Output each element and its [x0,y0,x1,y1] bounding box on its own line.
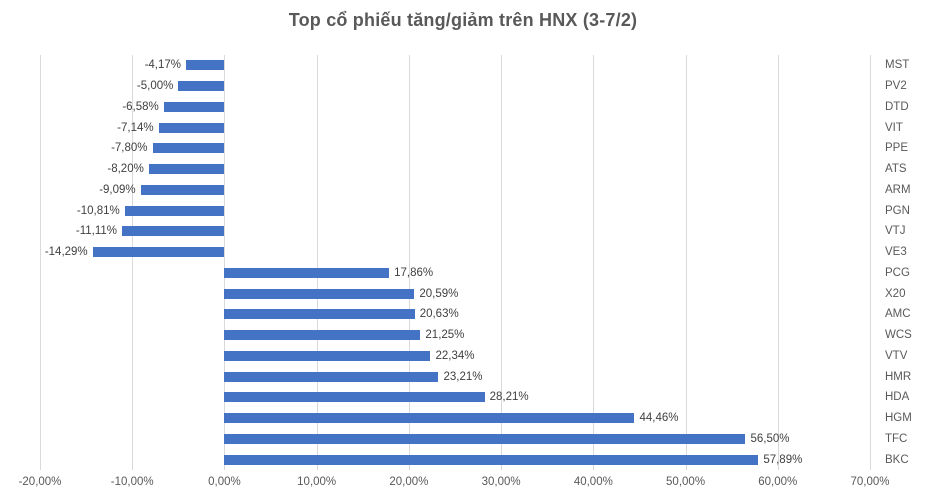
category-label-VTV: VTV [885,349,908,362]
value-label: -5,00% [136,80,174,93]
value-label: -10,81% [76,204,120,217]
bar-PGN [124,205,225,216]
value-label: -11,11% [75,225,117,238]
category-label-PV2: PV2 [885,80,907,93]
category-label-DTD: DTD [885,100,909,113]
gridline [40,55,41,470]
category-label-ARM: ARM [885,183,911,196]
category-label-X20: X20 [885,287,906,300]
gridline [501,55,503,470]
bar-HMR [224,371,439,382]
bar-MST [185,60,225,71]
gridline [132,55,134,470]
category-label-ATS: ATS [885,163,907,176]
value-label: 20,63% [419,308,459,321]
x-tick-label: -20,00% [18,476,62,488]
value-label: -9,09% [99,183,136,196]
gridline [593,55,595,470]
x-tick-label: 40,00% [573,476,613,488]
chart-title: Top cổ phiếu tăng/giảm trên HNX (3-7/2) [288,10,638,30]
gridline [685,55,687,470]
x-tick-label: 20,00% [389,476,429,488]
category-label-WCS: WCS [885,329,912,342]
value-label: 23,21% [443,370,483,383]
bar-PV2 [178,81,225,92]
gridline [870,55,871,470]
bar-WCS [224,330,421,341]
gridline [777,55,779,470]
value-label: 22,34% [435,349,475,362]
category-label-HDA: HDA [885,391,910,404]
x-tick-label: 0,00% [208,476,241,488]
bar-HDA [224,392,485,403]
bar-HGM [224,413,635,424]
bar-X20 [224,288,415,299]
value-label: 17,86% [394,266,434,279]
value-label: -6,58% [122,100,159,113]
value-label: -4,17% [144,59,181,72]
bar-BKC [224,454,759,465]
bar-VTV [224,350,431,361]
gridline [316,55,318,470]
category-label-PCG: PCG [885,266,910,279]
bar-ARM [140,184,225,195]
value-label: 56,50% [750,432,790,445]
x-tick-label: 10,00% [297,476,337,488]
bar-PPE [152,143,225,154]
bar-AMC [224,309,415,320]
bar-TFC [224,433,746,444]
x-tick-label: -10,00% [110,476,154,488]
category-label-TFC: TFC [885,432,908,445]
x-tick-label: 60,00% [758,476,798,488]
gridline [408,55,410,470]
x-axis: -20,00% -10,00% 0,00% 10,00% 20,00% 30,00% 40,… [0,476,926,496]
value-label: -8,20% [107,163,144,176]
category-label-VTJ: VTJ [885,225,906,238]
gridline [224,55,226,470]
value-label: 28,21% [489,391,529,404]
value-label: 21,25% [425,329,465,342]
value-label: -7,14% [117,121,154,134]
category-label-AMC: AMC [885,308,911,321]
plot-area: -4,17% -5,00% -6,58% -7,14% -7,80% -8,20% -9,0… [40,55,871,470]
category-label-BKC: BKC [885,453,909,466]
bar-DTD [163,101,225,112]
value-label: 57,89% [763,453,803,466]
category-label-PGN: PGN [885,204,910,217]
category-label-MST: MST [885,59,910,72]
value-label: 44,46% [639,412,679,425]
category-label-HMR: HMR [885,370,912,383]
category-label-PPE: PPE [885,142,909,155]
bar-ATS [148,164,225,175]
value-label: -14,29% [44,246,88,259]
value-label: -7,80% [111,142,148,155]
bar-VIT [158,122,225,133]
x-tick-label: 50,00% [666,476,706,488]
x-tick-label: 30,00% [481,476,521,488]
category-label-HGM: HGM [885,412,912,425]
bar-VE3 [92,247,225,258]
x-tick-label: 70,00% [850,476,890,488]
category-label-VIT: VIT [885,121,903,134]
bar-VTJ [121,226,225,237]
bar-PCG [224,267,390,278]
value-label: 20,59% [419,287,459,300]
category-label-VE3: VE3 [885,246,907,259]
